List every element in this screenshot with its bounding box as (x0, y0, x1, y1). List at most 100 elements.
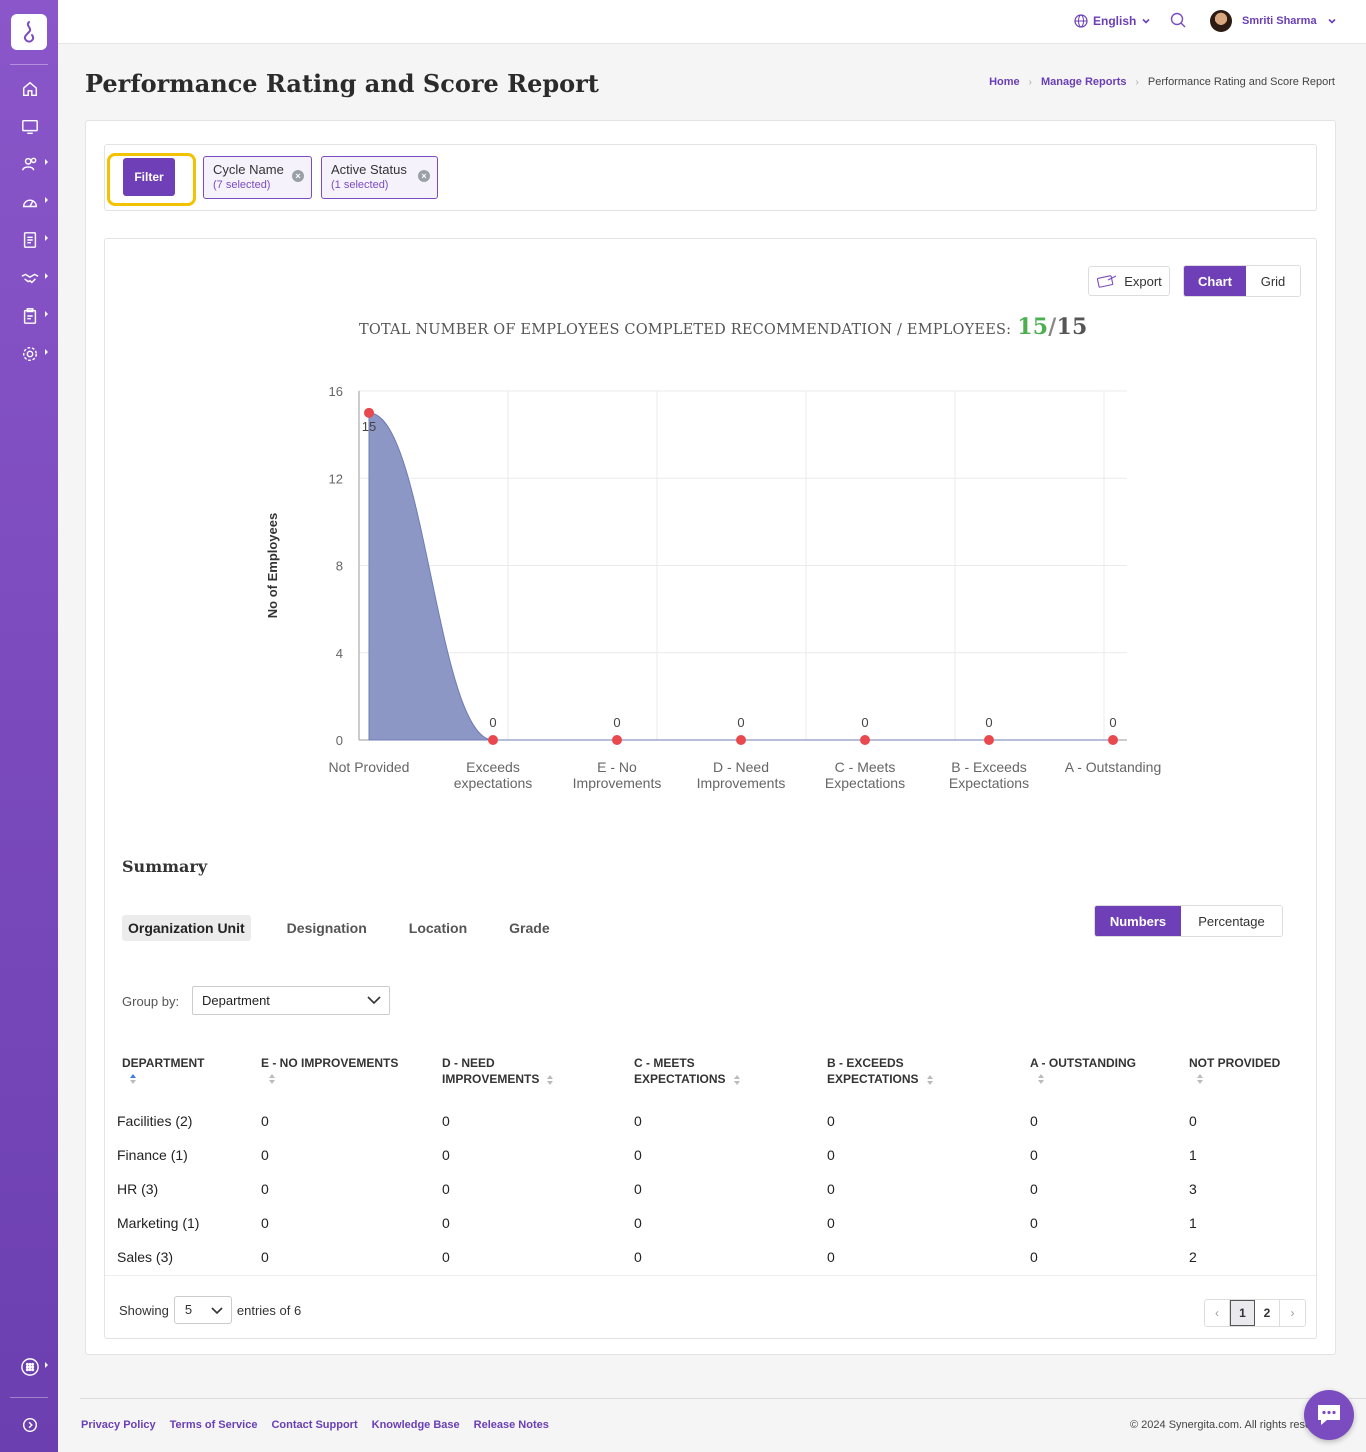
column-header-label: B - EXCEEDS EXPECTATIONS (827, 1056, 919, 1086)
count-cell: 3 (1189, 1181, 1197, 1197)
breadcrumb-current: Performance Rating and Score Report (1147, 76, 1335, 88)
column-header-e-no-improvements[interactable]: E - NO IMPROVEMENTS (261, 1055, 398, 1084)
page-button-2[interactable]: 2 (1255, 1300, 1280, 1326)
numbers-mode-button[interactable]: Numbers (1095, 906, 1181, 936)
column-header-a-outstanding[interactable]: A - OUTSTANDING (1030, 1055, 1136, 1084)
x-tick-label: Exceeds (466, 759, 520, 775)
filter-chip-cycle-name[interactable]: Cycle Name (7 selected) × (203, 156, 312, 199)
breadcrumb-manage-reports[interactable]: Manage Reports (1040, 76, 1127, 88)
settings-icon[interactable] (18, 343, 48, 365)
dashboard-icon[interactable] (18, 191, 48, 213)
remove-chip-icon[interactable]: × (292, 170, 304, 182)
count-cell: 0 (442, 1215, 450, 1231)
language-selector[interactable]: English (1074, 14, 1151, 28)
report-card: Export Chart Grid TOTAL NUMBER OF EMPLOY… (104, 238, 1317, 1339)
count-cell: 0 (634, 1147, 642, 1163)
data-label: 0 (737, 715, 744, 730)
reports-icon[interactable] (18, 229, 48, 251)
page-button-1[interactable]: 1 (1230, 1300, 1255, 1326)
page-size-value: 5 (184, 1302, 193, 1317)
x-tick-label: C - Meets (835, 759, 896, 775)
privacy-policy-link[interactable]: Privacy Policy (81, 1419, 156, 1431)
prev-page-button[interactable]: ‹ (1205, 1300, 1230, 1326)
data-label: 0 (613, 715, 620, 730)
data-label: 0 (985, 715, 992, 730)
page-size-select[interactable]: 5 (173, 1296, 232, 1324)
knowledge-base-link[interactable]: Knowledge Base (371, 1419, 460, 1431)
count-cell: 0 (634, 1113, 642, 1129)
percentage-mode-button[interactable]: Percentage (1181, 906, 1282, 936)
count-cell: 2 (1189, 1249, 1197, 1265)
y-tick-label: 12 (329, 471, 343, 486)
terms-of-service-link[interactable]: Terms of Service (169, 1419, 258, 1431)
footer-divider (80, 1398, 1366, 1399)
column-header-not-provided[interactable]: NOT PROVIDED (1189, 1055, 1280, 1084)
export-label: Export (1124, 273, 1162, 289)
apps-grid-icon[interactable] (18, 1356, 48, 1378)
tab-location[interactable]: Location (408, 920, 468, 936)
user-menu[interactable]: Smriti Sharma (1210, 10, 1337, 32)
data-point (736, 735, 746, 745)
home-icon[interactable] (18, 78, 42, 100)
count-cell: 0 (1030, 1249, 1038, 1265)
department-cell: HR (3) (117, 1181, 159, 1197)
count-cell: 0 (827, 1215, 835, 1231)
export-button[interactable]: Export (1088, 266, 1170, 296)
tab-organization-unit[interactable]: Organization Unit (122, 915, 251, 941)
count-cell: 0 (442, 1181, 450, 1197)
column-header-b-exceeds-expectations[interactable]: B - EXCEEDS EXPECTATIONS (827, 1055, 967, 1087)
data-point (1108, 735, 1118, 745)
chat-icon (1318, 1405, 1340, 1425)
sort-icon[interactable] (130, 1074, 137, 1084)
next-page-button[interactable]: › (1290, 1306, 1295, 1320)
chat-button[interactable] (1304, 1390, 1354, 1440)
remove-chip-icon[interactable]: × (418, 170, 430, 182)
globe-icon (1074, 14, 1088, 28)
breadcrumb-home[interactable]: Home (989, 76, 1020, 88)
breadcrumb: Home › Manage Reports › Performance Rati… (989, 76, 1335, 88)
chip-title: Cycle Name (213, 162, 284, 177)
department-cell: Sales (3) (117, 1249, 174, 1265)
top-bar: English Smriti Sharma (58, 0, 1366, 44)
sort-icon[interactable] (547, 1074, 554, 1085)
expand-sidebar-icon[interactable] (18, 1414, 42, 1436)
data-point (984, 735, 994, 745)
clipboard-icon[interactable] (18, 305, 48, 327)
page-title: Performance Rating and Score Report (85, 69, 599, 98)
tab-grade[interactable]: Grade (509, 920, 550, 936)
column-header-department[interactable]: DEPARTMENT (122, 1055, 204, 1084)
release-notes-link[interactable]: Release Notes (473, 1419, 549, 1431)
chart-view-button[interactable]: Chart (1184, 266, 1246, 296)
data-label: 0 (489, 715, 496, 730)
data-point (612, 735, 622, 745)
column-header-c-meets-expectations[interactable]: C - MEETS EXPECTATIONS (634, 1055, 769, 1087)
app-logo[interactable] (11, 14, 47, 50)
filter-button[interactable]: Filter (123, 158, 175, 196)
sort-icon[interactable] (733, 1074, 741, 1085)
contact-support-link[interactable]: Contact Support (271, 1419, 358, 1431)
count-cell: 0 (1030, 1113, 1038, 1129)
grid-view-button[interactable]: Grid (1246, 266, 1300, 296)
sort-icon[interactable] (1197, 1074, 1204, 1084)
sort-icon[interactable] (1038, 1074, 1045, 1084)
x-tick-label: expectations (454, 775, 533, 791)
data-point (364, 407, 374, 418)
handshake-icon[interactable] (18, 267, 48, 289)
copyright: © 2024 Synergita.com. All rights reserve… (1130, 1419, 1336, 1431)
y-axis-title: No of Employees (265, 513, 280, 618)
search-button[interactable] (1170, 12, 1187, 34)
tab-designation[interactable]: Designation (286, 920, 367, 936)
group-by-value: Department (202, 993, 270, 1008)
users-icon[interactable] (18, 153, 48, 175)
filter-chip-active-status[interactable]: Active Status (1 selected) × (321, 156, 438, 199)
column-header-d-need-improvements[interactable]: D - NEED IMPROVEMENTS (442, 1055, 582, 1087)
x-tick-label: Improvements (697, 775, 786, 791)
count-cell: 0 (261, 1113, 269, 1129)
department-cell: Facilities (2) (117, 1113, 193, 1129)
sort-icon[interactable] (269, 1074, 276, 1084)
group-by-select[interactable]: Department (192, 986, 390, 1015)
monitor-icon[interactable] (18, 116, 42, 138)
count-cell: 0 (442, 1113, 450, 1129)
main-card: Filter Cycle Name (7 selected) × Active … (85, 120, 1336, 1355)
sort-icon[interactable] (926, 1074, 934, 1085)
